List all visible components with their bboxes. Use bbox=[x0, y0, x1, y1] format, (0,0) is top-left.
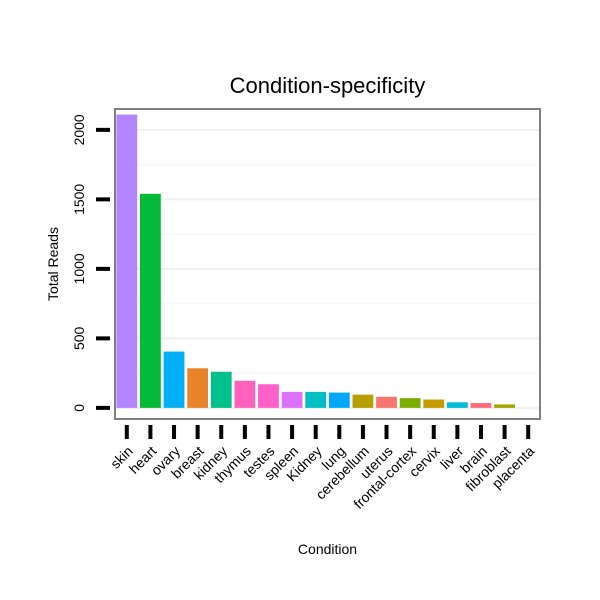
x-axis-title: Condition bbox=[298, 541, 357, 557]
bar-frontal-cortex bbox=[399, 398, 421, 408]
y-tick-label: 1500 bbox=[71, 184, 87, 215]
bar-heart bbox=[140, 193, 161, 408]
bar-kidney bbox=[210, 371, 232, 408]
bar-brain bbox=[470, 403, 492, 408]
bar-ovary bbox=[163, 351, 185, 408]
bar-kidney bbox=[305, 391, 327, 408]
chart-title: Condition-specificity bbox=[230, 73, 426, 98]
grid-lines bbox=[115, 128, 540, 409]
y-tick-label: 0 bbox=[71, 404, 87, 412]
y-tick-label: 1000 bbox=[71, 253, 87, 284]
y-axis-title: Total Reads bbox=[45, 227, 61, 301]
bar-thymus bbox=[234, 380, 256, 408]
bar-testes bbox=[258, 384, 279, 408]
x-axis: skinheartovarybreastkidneythymustestessp… bbox=[107, 425, 537, 512]
bar-cerebellum bbox=[352, 394, 374, 408]
bar-uterus bbox=[376, 396, 397, 408]
y-tick-label: 2000 bbox=[71, 114, 87, 145]
bar-lung bbox=[328, 392, 350, 408]
plot-panel-border bbox=[114, 108, 541, 420]
y-tick-label: 500 bbox=[71, 326, 87, 350]
bar-cervix bbox=[423, 399, 445, 408]
y-axis: 0 500 1000 1500 2000 bbox=[71, 114, 110, 412]
bar-liver bbox=[446, 402, 468, 408]
bar-spleen bbox=[281, 391, 303, 408]
bar-fibroblast bbox=[494, 404, 515, 408]
bars bbox=[116, 114, 515, 408]
bar-skin bbox=[116, 114, 138, 408]
bar-breast bbox=[187, 368, 209, 408]
